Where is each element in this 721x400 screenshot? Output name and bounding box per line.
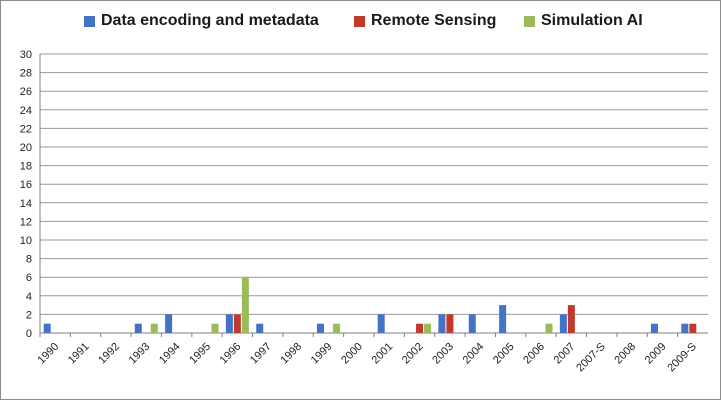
y-tick-label: 22 — [20, 123, 32, 135]
bar — [545, 323, 553, 333]
legend-item-data-encoding: Data encoding and metadata — [84, 12, 319, 30]
x-tick-label: 1997 — [248, 341, 274, 367]
x-tick-label: 2007-S — [574, 341, 608, 375]
x-tick-label: 2009-S — [665, 341, 699, 375]
x-tick-label: 1995 — [187, 341, 213, 367]
y-tick-label: 2 — [26, 309, 32, 321]
x-tick-label: 2002 — [400, 341, 426, 367]
bar — [332, 323, 340, 333]
legend-swatch-data-encoding — [84, 15, 95, 27]
y-tick-label: 18 — [20, 161, 32, 173]
bar — [225, 314, 233, 333]
bar — [559, 314, 567, 333]
x-tick-label: 2006 — [521, 341, 547, 367]
legend-label-data-encoding: Data encoding and metadata — [101, 12, 319, 29]
bar — [377, 314, 385, 333]
y-tick-label: 10 — [20, 235, 32, 247]
x-tick-label: 2000 — [339, 341, 365, 367]
legend: Data encoding and metadata Remote Sensin… — [0, 12, 721, 36]
bar — [233, 314, 241, 333]
bar — [681, 323, 689, 333]
bar — [316, 323, 324, 333]
x-tick-label: 1994 — [157, 341, 183, 367]
bar — [499, 305, 507, 333]
legend-item-simulation-ai: Simulation AI — [524, 12, 643, 30]
y-tick-label: 30 — [20, 49, 32, 61]
y-tick-label: 4 — [26, 291, 32, 303]
y-tick-label: 0 — [26, 328, 32, 340]
x-tick-label: 2001 — [370, 341, 396, 367]
legend-label-simulation-ai: Simulation AI — [541, 12, 643, 29]
bar — [438, 314, 446, 333]
x-tick-label: 1992 — [96, 341, 122, 367]
x-tick-label: 1996 — [218, 341, 244, 367]
bar — [650, 323, 658, 333]
x-tick-label: 2007 — [552, 341, 578, 367]
y-tick-label: 6 — [26, 272, 32, 284]
x-tick-label: 2008 — [612, 341, 638, 367]
bar — [446, 314, 454, 333]
bar — [211, 323, 219, 333]
x-tick-label: 1998 — [278, 341, 304, 367]
y-tick-label: 14 — [20, 198, 32, 210]
legend-item-remote-sensing: Remote Sensing — [354, 12, 496, 30]
bar — [150, 323, 158, 333]
x-tick-label: 1990 — [36, 341, 62, 367]
bar — [416, 323, 424, 333]
y-tick-label: 28 — [20, 68, 32, 80]
bar — [134, 323, 142, 333]
bar — [468, 314, 476, 333]
x-tick-label: 1999 — [309, 341, 335, 367]
x-tick-label: 1991 — [66, 341, 92, 367]
x-tick-label: 2003 — [430, 341, 456, 367]
y-tick-label: 8 — [26, 254, 32, 266]
bar — [241, 277, 249, 333]
bar — [689, 323, 697, 333]
bar — [256, 323, 264, 333]
y-tick-label: 20 — [20, 142, 32, 154]
y-tick-label: 16 — [20, 179, 32, 191]
y-tick-label: 26 — [20, 86, 32, 98]
x-tick-label: 2005 — [491, 341, 517, 367]
bar — [165, 314, 173, 333]
bar — [424, 323, 432, 333]
legend-swatch-simulation-ai — [524, 15, 535, 27]
y-tick-label: 12 — [20, 216, 32, 228]
legend-swatch-remote-sensing — [354, 15, 365, 27]
y-tick-label: 24 — [20, 105, 32, 117]
x-tick-label: 2004 — [461, 341, 487, 367]
x-tick-label: 2009 — [643, 341, 669, 367]
bar — [567, 305, 575, 333]
legend-label-remote-sensing: Remote Sensing — [371, 12, 497, 29]
x-tick-label: 1993 — [127, 341, 153, 367]
bar — [43, 323, 51, 333]
